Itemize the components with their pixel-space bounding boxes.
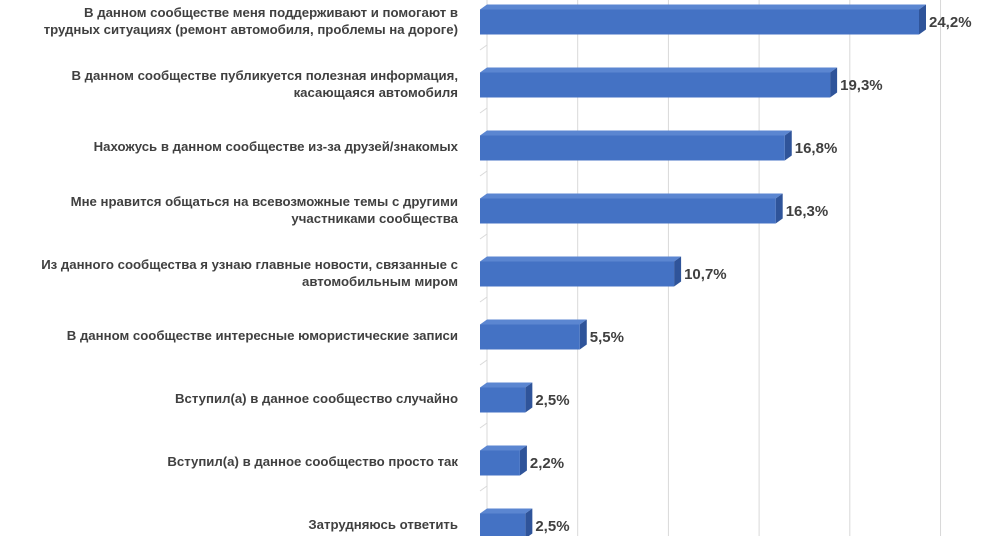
bar-front-face <box>480 72 831 98</box>
axis-depth-tick <box>479 107 488 114</box>
data-label: 2,2% <box>530 455 564 472</box>
axis-depth-tick <box>479 233 488 240</box>
bar-front-face <box>480 9 919 35</box>
bar-side-face <box>919 4 926 35</box>
bar-side-face <box>525 508 533 536</box>
bar-side-face <box>674 256 682 287</box>
bar-top-face <box>480 508 533 514</box>
data-label: 16,8% <box>795 140 838 157</box>
data-label: 19,3% <box>840 77 883 94</box>
bar <box>480 256 682 287</box>
bar <box>480 193 783 224</box>
category-label: Затрудняюсь ответить <box>308 517 458 532</box>
bar <box>480 445 527 476</box>
data-label: 2,5% <box>535 392 569 409</box>
data-labels: 24,2% 19,3% 16,8% 16,3% 10,7% 5,5% 2,5% 2,2% 2,5… <box>530 14 972 535</box>
bar-side-face <box>830 67 838 98</box>
category-label: Вступил(а) в данное сообщество просто та… <box>167 454 458 469</box>
bar-top-face <box>480 445 527 451</box>
data-label: 10,7% <box>684 266 727 283</box>
data-label: 2,5% <box>535 518 569 535</box>
bar-side-face <box>519 445 527 476</box>
bar-front-face <box>480 513 526 536</box>
axis-depth-tick <box>479 485 488 492</box>
bar-top-face <box>480 382 533 388</box>
axis-depth-tick <box>479 359 488 366</box>
bars <box>480 4 926 536</box>
category-label: Мне нравится общаться на всевозможные те… <box>71 194 459 226</box>
category-label: В данном сообществе публикуется полезная… <box>71 68 458 100</box>
bar-side-face <box>775 193 783 224</box>
category-label: Нахожусь в данном сообществе из-за друзе… <box>94 139 459 154</box>
bar-front-face <box>480 198 776 224</box>
bar-front-face <box>480 135 785 161</box>
axis-depth-tick <box>479 296 488 303</box>
axis-depth-tick <box>479 170 488 177</box>
bar-top-face <box>480 4 926 10</box>
bar-front-face <box>480 324 580 350</box>
bar <box>480 130 792 161</box>
data-label: 24,2% <box>929 14 972 31</box>
bar-front-face <box>480 261 675 287</box>
data-label: 5,5% <box>590 329 624 346</box>
bar <box>480 508 533 536</box>
bar <box>480 319 587 350</box>
category-label: Из данного сообщества я узнаю главные но… <box>41 257 458 289</box>
bar-side-face <box>579 319 587 350</box>
bar <box>480 382 533 413</box>
axis-depth-tick <box>479 44 488 51</box>
bar <box>480 67 838 98</box>
bar-top-face <box>480 67 838 73</box>
bar-front-face <box>480 387 526 413</box>
bar-front-face <box>480 450 520 476</box>
axis-depth-tick <box>479 422 488 429</box>
category-label: Вступил(а) в данное сообщество случайно <box>175 391 458 406</box>
data-label: 16,3% <box>786 203 829 220</box>
bar-top-face <box>480 256 682 262</box>
category-label: В данном сообществе интересные юмористич… <box>67 328 458 343</box>
bar <box>480 4 926 35</box>
bar-side-face <box>525 382 533 413</box>
category-label: В данном сообществе меня поддерживают и … <box>44 5 458 37</box>
category-labels: В данном сообществе меня поддерживают и … <box>41 5 458 532</box>
bar-top-face <box>480 319 587 325</box>
bar-top-face <box>480 193 783 199</box>
bar-top-face <box>480 130 792 136</box>
bar-side-face <box>784 130 792 161</box>
